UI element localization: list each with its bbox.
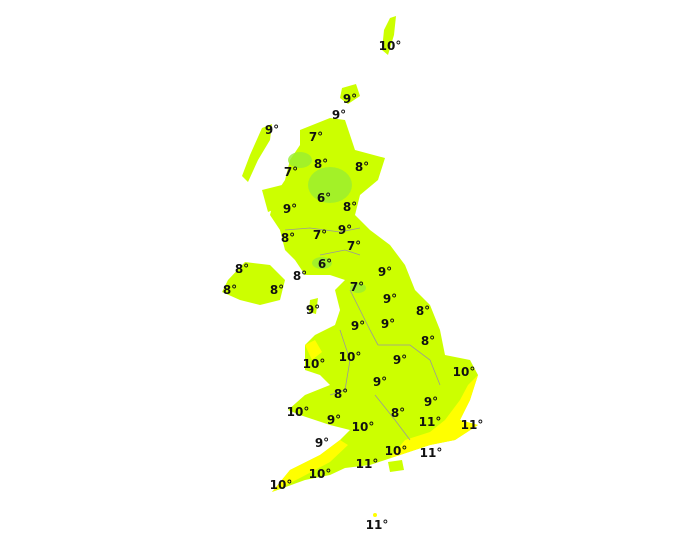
cool-zone-west-highlands	[288, 152, 312, 168]
temperature-label: 10°	[286, 405, 310, 419]
temperature-label: 9°	[372, 375, 388, 389]
temperature-label: 11°	[355, 457, 379, 471]
cool-zone-highlands	[308, 167, 352, 203]
temperature-label: 10°	[269, 478, 293, 492]
temperature-label: 9°	[264, 123, 280, 137]
temperature-label: 8°	[222, 283, 238, 297]
temperature-label: 8°	[354, 160, 370, 174]
temperature-label: 9°	[326, 413, 342, 427]
temperature-label: 11°	[419, 446, 443, 460]
temperature-label: 8°	[420, 334, 436, 348]
temperature-label: 7°	[308, 130, 324, 144]
temperature-label: 8°	[313, 157, 329, 171]
great-britain	[270, 118, 478, 492]
temperature-label: 10°	[452, 365, 476, 379]
temperature-label: 8°	[342, 200, 358, 214]
temperature-label: 9°	[377, 265, 393, 279]
temperature-label: 8°	[269, 283, 285, 297]
temperature-label: 9°	[392, 353, 408, 367]
temperature-label: 8°	[415, 304, 431, 318]
temperature-label: 10°	[338, 350, 362, 364]
temperature-label: 10°	[351, 420, 375, 434]
orkney	[340, 84, 360, 104]
isle-of-wight	[388, 460, 404, 472]
cool-zone-pennines	[350, 283, 366, 293]
temperature-label: 7°	[349, 280, 365, 294]
temperature-label: 6°	[317, 257, 333, 271]
isle-of-man	[309, 298, 318, 314]
temperature-label: 9°	[342, 92, 358, 106]
temperature-label: 9°	[305, 303, 321, 317]
temperature-label: 8°	[333, 387, 349, 401]
northern-ireland	[222, 262, 285, 305]
skye	[262, 185, 285, 212]
temperature-label: 9°	[423, 395, 439, 409]
temperature-label: 7°	[283, 165, 299, 179]
temperature-label: 8°	[280, 231, 296, 245]
outer-hebrides	[242, 124, 272, 182]
temperature-label: 8°	[234, 262, 250, 276]
temperature-label: 9°	[331, 108, 347, 122]
warm-zone-southeast	[390, 375, 478, 458]
region-boundaries	[284, 227, 441, 441]
temperature-label: 6°	[316, 191, 332, 205]
temperature-label: 10°	[308, 467, 332, 481]
temperature-label: 10°	[384, 444, 408, 458]
cool-zone-uplands	[312, 257, 332, 269]
temperature-label: 7°	[346, 239, 362, 253]
temperature-label: 9°	[314, 436, 330, 450]
channel-islands	[373, 513, 377, 517]
temperature-label: 8°	[292, 269, 308, 283]
shetland	[382, 16, 396, 55]
temperature-label: 9°	[282, 202, 298, 216]
warm-zone-wales	[305, 340, 322, 360]
temperature-label: 11°	[365, 518, 389, 532]
warm-zone-southwest	[272, 440, 348, 492]
temperature-label: 11°	[460, 418, 484, 432]
temperature-label: 9°	[350, 319, 366, 333]
temperature-label: 9°	[382, 292, 398, 306]
temperature-label: 11°	[418, 415, 442, 429]
temperature-label: 10°	[378, 39, 402, 53]
temperature-label: 8°	[390, 406, 406, 420]
temperature-label: 7°	[312, 228, 328, 242]
temperature-label: 9°	[337, 223, 353, 237]
temperature-label: 9°	[380, 317, 396, 331]
temperature-label: 10°	[302, 357, 326, 371]
